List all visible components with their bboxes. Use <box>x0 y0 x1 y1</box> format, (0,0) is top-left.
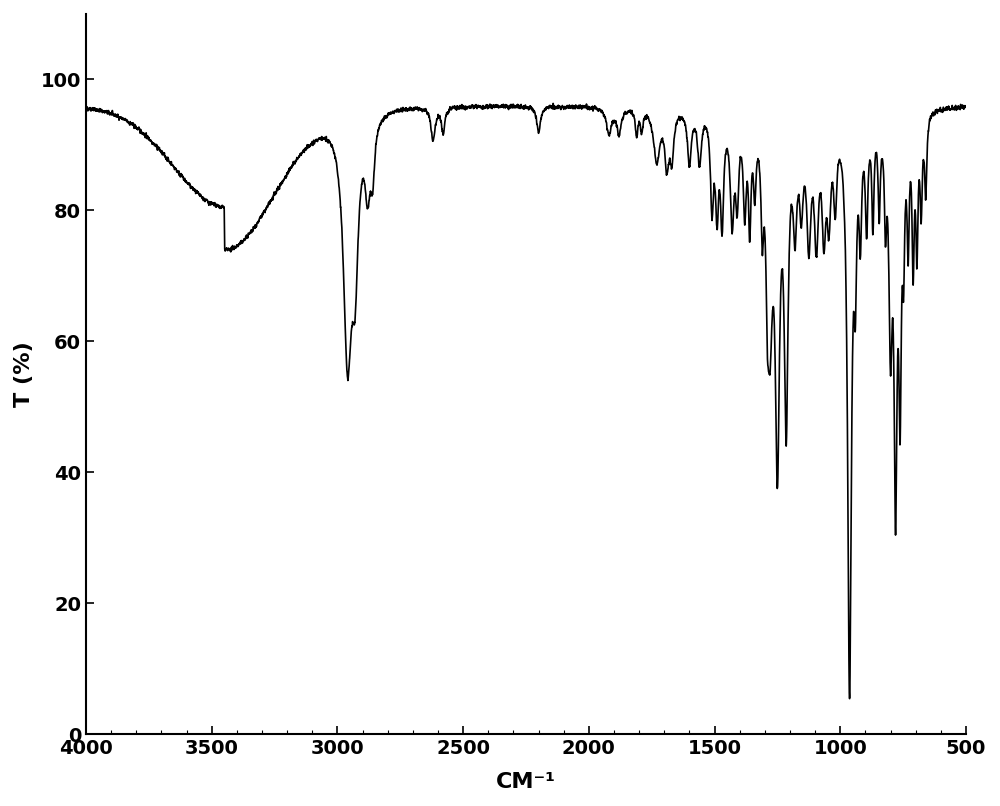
X-axis label: CM⁻¹: CM⁻¹ <box>496 772 556 792</box>
Y-axis label: T (%): T (%) <box>14 341 34 407</box>
